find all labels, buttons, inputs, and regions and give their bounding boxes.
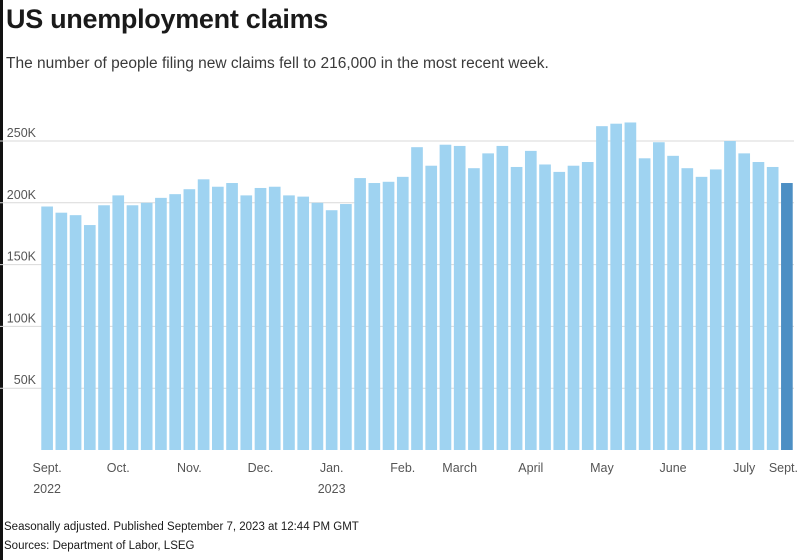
bar (596, 126, 608, 451)
x-tick-label: June (660, 461, 687, 475)
bar (439, 144, 452, 450)
bar (638, 158, 651, 451)
bar (226, 183, 238, 450)
bar (55, 212, 68, 450)
x-tick-label: July (733, 461, 756, 475)
bar (653, 142, 665, 451)
bar (453, 145, 466, 450)
bar (212, 186, 224, 451)
bar (695, 176, 708, 450)
left-accent-rule (0, 0, 3, 560)
x-tick-label: Jan. (320, 461, 344, 475)
chart-title: US unemployment claims (6, 4, 328, 34)
bar (155, 197, 167, 450)
x-tick-label: Oct. (107, 461, 130, 475)
bar (610, 123, 623, 450)
bar (624, 122, 637, 451)
bar (468, 168, 480, 450)
bar (169, 194, 181, 450)
bar (311, 202, 324, 450)
bar (496, 145, 509, 450)
bar (83, 225, 96, 450)
footnote-published: Seasonally adjusted. Published September… (4, 521, 359, 533)
bar (140, 202, 153, 450)
bar (382, 181, 395, 451)
x-tick-label: Dec. (248, 461, 274, 475)
y-tick-label: 100K (7, 311, 37, 325)
bar (325, 210, 338, 450)
bar (268, 186, 281, 451)
bar (197, 179, 210, 450)
bar (724, 141, 736, 450)
x-tick-label: March (442, 461, 477, 475)
y-tick-label: 250K (7, 126, 37, 140)
bar (396, 176, 409, 450)
bar (524, 150, 537, 450)
x-tick-label: April (518, 461, 543, 475)
bar (368, 183, 381, 450)
bar (297, 196, 310, 450)
bar (766, 166, 779, 450)
bar (681, 168, 694, 450)
footnote-sources: Sources: Department of Labor, LSEG (4, 540, 195, 552)
bar (240, 195, 253, 450)
bar (112, 195, 125, 450)
x-tick-year-label: 2023 (318, 482, 346, 496)
bar (340, 204, 352, 450)
bar (41, 206, 53, 450)
bar (510, 166, 523, 450)
bar (539, 164, 551, 451)
bar (354, 178, 366, 450)
bar (752, 162, 765, 450)
x-tick-label: Sept. (769, 461, 798, 475)
bar (283, 195, 295, 450)
bar (781, 183, 793, 450)
bar (567, 165, 580, 450)
bar (126, 205, 139, 450)
x-tick-label: May (590, 461, 614, 475)
chart-subtitle: The number of people filing new claims f… (6, 55, 549, 72)
bar (254, 187, 267, 450)
bar-chart: 50K 100K 150K 200K 250K Sept. 2022 Oct. Nov. Dec.… (0, 122, 798, 496)
bar (709, 169, 722, 450)
bar (425, 165, 438, 450)
bar (411, 147, 423, 450)
bar (667, 155, 679, 450)
bar (482, 153, 494, 451)
bar (183, 189, 196, 450)
y-tick-label: 200K (7, 188, 37, 202)
x-tick-label: Sept. (33, 461, 62, 475)
bar (69, 215, 82, 450)
bar (98, 205, 110, 450)
x-tick-label: Feb. (390, 461, 415, 475)
bar (738, 153, 751, 451)
x-tick-label: Nov. (177, 461, 202, 475)
bar (581, 162, 594, 450)
x-tick-year-label: 2022 (33, 482, 61, 496)
bar (553, 171, 566, 450)
y-tick-label: 150K (7, 250, 37, 264)
y-tick-label: 50K (14, 373, 37, 387)
